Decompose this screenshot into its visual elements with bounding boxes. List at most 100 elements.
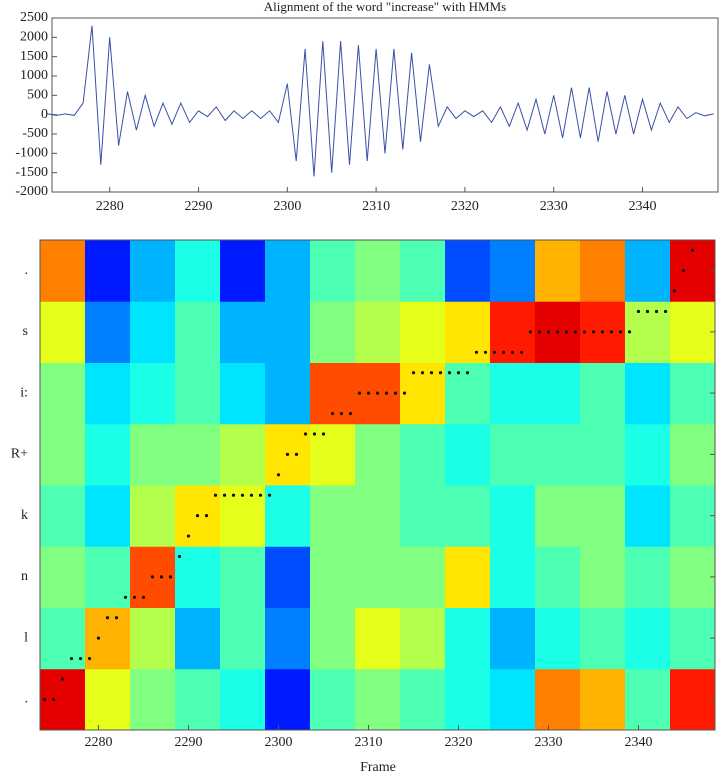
heat-cell xyxy=(220,240,266,302)
heat-cell xyxy=(130,301,176,363)
heat-cell xyxy=(310,485,356,547)
y-tick-label: 0 xyxy=(41,107,48,122)
heat-cell xyxy=(175,546,221,608)
alignment-dot xyxy=(294,452,299,456)
alignment-dot xyxy=(186,534,191,538)
heat-cell xyxy=(175,240,221,302)
heat-cell xyxy=(310,668,356,731)
x-tick-label: 2340 xyxy=(625,735,653,750)
alignment-dot xyxy=(285,452,290,456)
alignment-dot xyxy=(537,330,542,334)
heat-cell xyxy=(625,485,671,547)
heat-cell xyxy=(580,546,626,608)
heat-cell xyxy=(490,668,536,731)
alignment-dot xyxy=(510,350,515,354)
heat-cell xyxy=(400,485,446,547)
heat-cell xyxy=(310,607,356,670)
heat-cell xyxy=(85,546,131,608)
alignment-dot xyxy=(663,309,668,314)
plot-area xyxy=(51,17,719,193)
alignment-dot xyxy=(393,391,398,395)
alignment-dot xyxy=(375,391,380,395)
plot-frame xyxy=(39,239,716,731)
alignment-dot xyxy=(114,616,119,620)
alignment-dot xyxy=(384,391,389,395)
heat-cell xyxy=(355,485,401,547)
alignment-dot xyxy=(573,330,578,334)
y-tick-label: . xyxy=(25,692,29,707)
heat-cell xyxy=(490,607,536,670)
heat-cell xyxy=(310,301,356,363)
heat-cell xyxy=(445,668,491,731)
y-tick-label: 1500 xyxy=(20,49,48,64)
alignment-dot xyxy=(672,289,677,293)
heat-cell xyxy=(490,423,536,486)
heat-cell xyxy=(355,607,401,670)
alignment-dot xyxy=(411,371,416,375)
x-tick-label: 2340 xyxy=(629,199,657,214)
heat-cell xyxy=(220,607,266,670)
heat-cell xyxy=(310,240,356,302)
heat-cell xyxy=(40,362,86,425)
heat-cell xyxy=(625,362,671,425)
y-tick-label: 2500 xyxy=(20,10,48,25)
alignment-dot xyxy=(303,432,308,436)
heat-cell xyxy=(355,240,401,302)
heat-cell xyxy=(85,240,131,302)
heat-cell xyxy=(490,546,536,608)
alignment-dot xyxy=(645,309,650,314)
alignment-dot xyxy=(276,473,281,477)
alignment-dot xyxy=(555,330,560,334)
y-tick-label: 1000 xyxy=(20,68,48,83)
heat-cell xyxy=(40,240,86,302)
heat-cell xyxy=(535,546,581,608)
heat-cell xyxy=(220,301,266,363)
heat-cell xyxy=(355,423,401,486)
heat-cell xyxy=(625,607,671,670)
heat-cell xyxy=(130,668,176,731)
heat-cell xyxy=(580,362,626,425)
y-tick-label: . xyxy=(25,263,29,278)
heat-cell xyxy=(625,423,671,486)
heat-cell xyxy=(220,423,266,486)
y-tick-label: -1500 xyxy=(15,165,48,180)
alignment-dot xyxy=(168,575,173,579)
alignment-dot xyxy=(258,493,263,497)
x-tick-label: 2300 xyxy=(265,735,293,750)
heat-cell xyxy=(580,668,626,731)
y-tick-label: k xyxy=(21,508,28,523)
heat-cell xyxy=(175,607,221,670)
heat-cell xyxy=(265,362,311,425)
alignment-dot xyxy=(177,554,182,559)
x-tick-label: 2330 xyxy=(535,735,563,750)
y-tick-label: 2000 xyxy=(20,30,48,45)
heat-cell xyxy=(310,423,356,486)
heat-cell xyxy=(85,301,131,363)
x-tick-label: 2290 xyxy=(185,199,213,214)
alignment-dot xyxy=(339,411,344,416)
heat-cell xyxy=(535,362,581,425)
heat-cell xyxy=(490,240,536,302)
x-tick-label: 2330 xyxy=(540,199,568,214)
alignment-dot xyxy=(627,330,632,334)
heat-cell xyxy=(445,301,491,363)
heat-cell xyxy=(670,607,716,670)
heat-cell xyxy=(85,423,131,486)
heat-cell xyxy=(670,546,716,608)
heat-cell xyxy=(625,546,671,608)
heat-cell xyxy=(670,362,716,425)
heat-cell xyxy=(535,668,581,731)
alignment-dot xyxy=(546,330,551,334)
heat-cell xyxy=(670,423,716,486)
heat-cell xyxy=(85,668,131,731)
heat-cell xyxy=(580,485,626,547)
alignment-dot xyxy=(78,656,83,661)
heat-cell xyxy=(445,546,491,608)
alignment-dot xyxy=(690,248,695,252)
alignment-dot xyxy=(600,330,605,334)
alignment-dot xyxy=(366,391,371,395)
heat-cell xyxy=(580,240,626,302)
heat-cell xyxy=(265,668,311,731)
heat-cell xyxy=(535,423,581,486)
heat-cell xyxy=(85,362,131,425)
